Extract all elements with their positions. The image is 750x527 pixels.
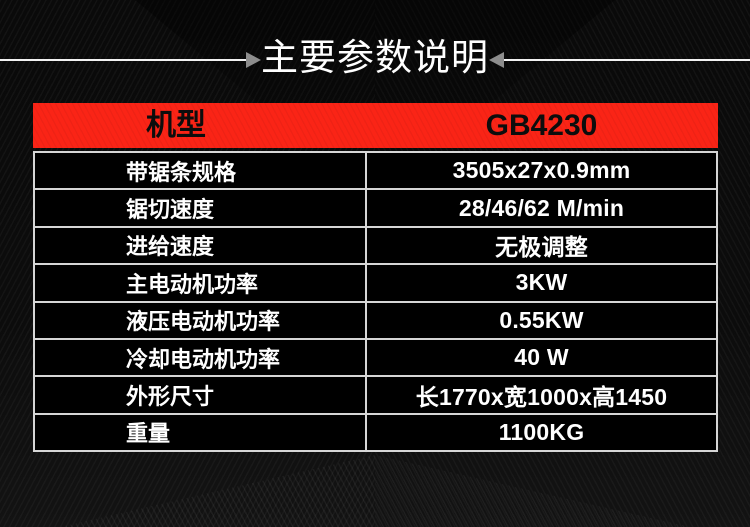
table-row: 带锯条规格 3505x27x0.9mm <box>35 153 716 189</box>
table-row: 锯切速度 28/46/62 M/min <box>35 190 716 226</box>
table-row: 液压电动机功率 0.55KW <box>35 302 716 338</box>
table-row: 冷却电动机功率 40 W <box>35 339 716 376</box>
spec-label-cell: 重量 <box>126 421 171 447</box>
title-left-line <box>0 59 246 61</box>
spec-value-cell: 3505x27x0.9mm <box>365 153 716 189</box>
table-row: 外形尺寸 长1770x宽1000x高1450 <box>35 377 716 413</box>
spec-label-cell: 冷却电动机功率 <box>126 346 281 372</box>
spec-value-cell: 0.55KW <box>365 302 716 338</box>
arrow-right-icon <box>246 52 261 68</box>
table-row: 进给速度 无极调整 <box>35 227 716 264</box>
spec-value-cell: 1100KG <box>365 414 716 450</box>
spec-value-cell: 40 W <box>365 339 716 376</box>
arrow-left-icon <box>489 52 504 68</box>
table-row: 主电动机功率 3KW <box>35 265 716 301</box>
spec-label-cell: 锯切速度 <box>126 197 215 223</box>
spec-label-cell: 进给速度 <box>126 234 215 260</box>
spec-label-cell: 主电动机功率 <box>126 271 259 297</box>
spec-table-body: 带锯条规格 3505x27x0.9mm 锯切速度 28/46/62 M/min … <box>33 151 718 452</box>
model-number-cell: GB4230 <box>485 109 598 142</box>
spec-value-cell: 3KW <box>365 265 716 301</box>
spec-value-cell: 无极调整 <box>365 227 716 264</box>
spec-table: 机型 GB4230 带锯条规格 3505x27x0.9mm 锯切速度 28/46… <box>33 103 718 452</box>
spec-table-header: 机型 GB4230 <box>33 103 718 148</box>
spec-label-cell: 液压电动机功率 <box>126 309 281 335</box>
table-row: 重量 1100KG <box>35 414 716 450</box>
spec-value-cell: 28/46/62 M/min <box>365 190 716 226</box>
spec-label-cell: 带锯条规格 <box>126 159 237 185</box>
spec-value-cell: 长1770x宽1000x高1450 <box>365 377 716 413</box>
bg-bottom-triangle <box>60 455 690 527</box>
spec-label-cell: 外形尺寸 <box>126 383 215 409</box>
page-title: 主要参数说明 <box>261 37 489 78</box>
model-header-cell: 机型 <box>146 109 206 142</box>
title-right-line <box>504 59 750 61</box>
